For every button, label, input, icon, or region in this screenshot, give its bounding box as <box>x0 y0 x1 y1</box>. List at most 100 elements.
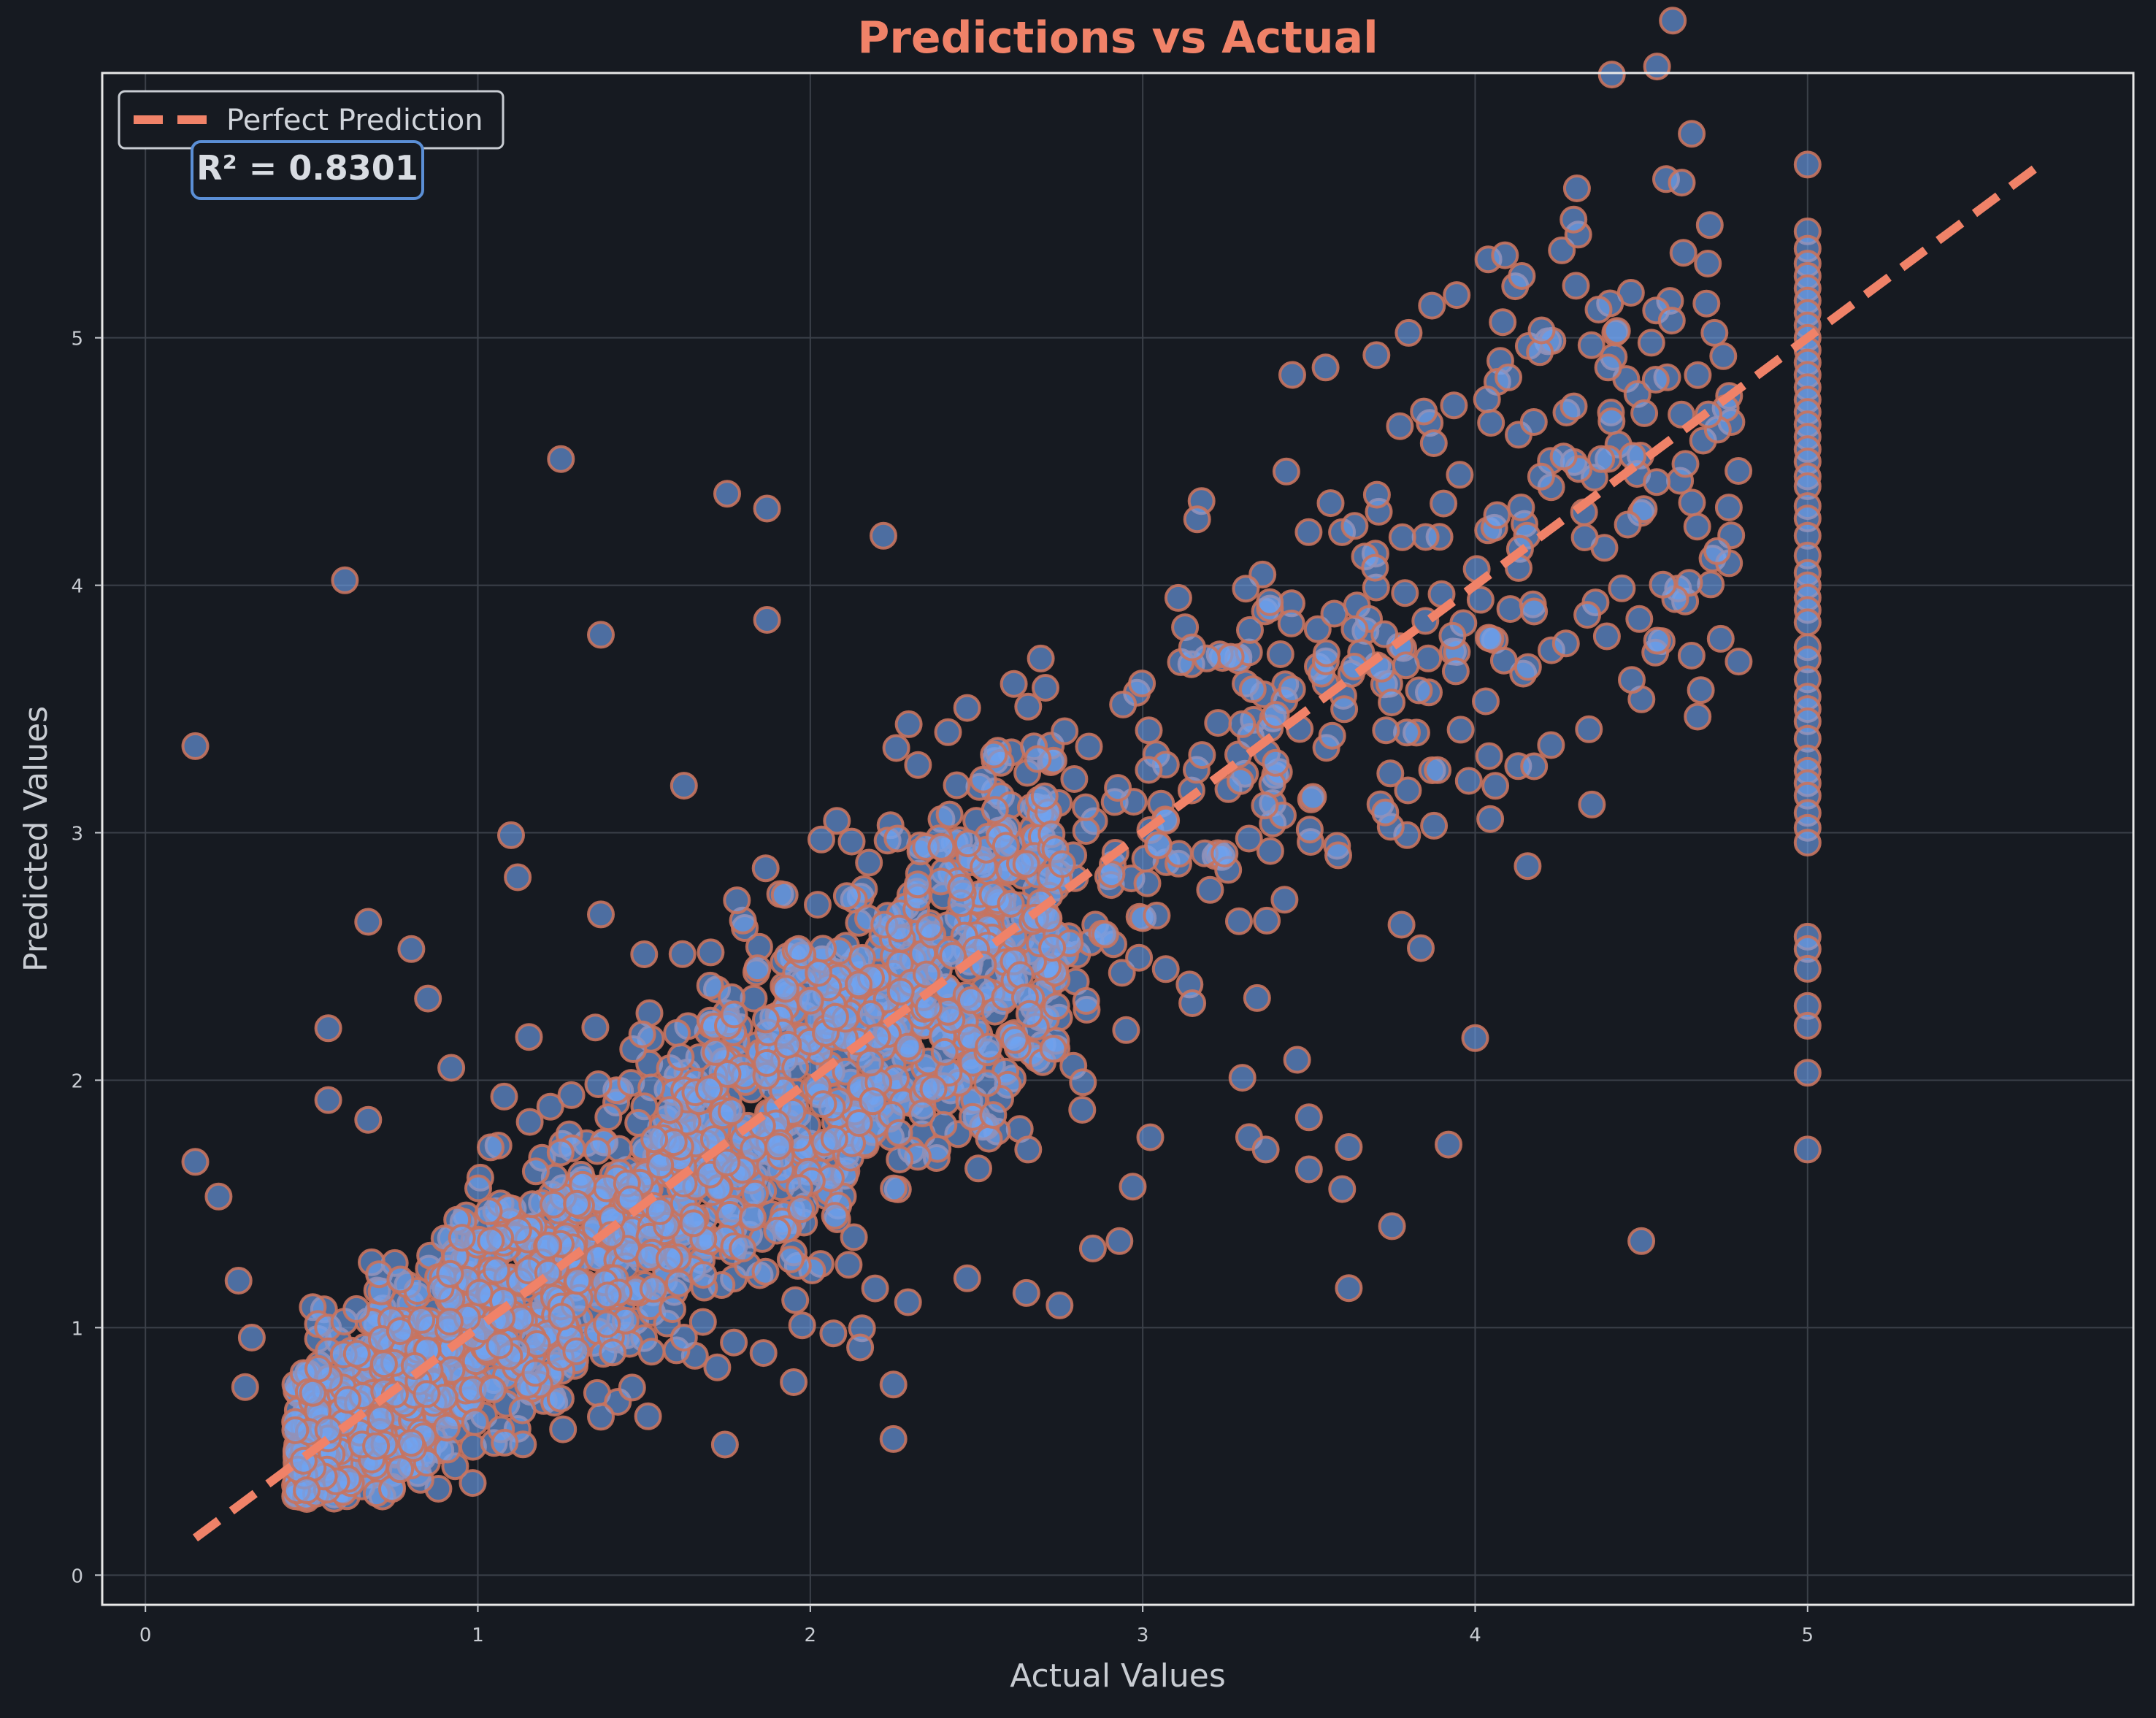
data-point <box>1489 308 1517 337</box>
plot-frame <box>101 72 2135 1606</box>
data-point <box>1392 651 1420 680</box>
chart-title: Predictions vs Actual <box>857 12 1378 64</box>
data-point <box>1371 798 1400 827</box>
data-point <box>1575 715 1603 743</box>
data-point <box>1133 869 1162 897</box>
data-point <box>1709 342 1738 370</box>
data-point <box>477 1133 505 1162</box>
data-point <box>846 1333 875 1362</box>
y-tick-label: 0 <box>71 1565 83 1587</box>
data-point <box>749 1339 778 1368</box>
data-point <box>1032 674 1059 702</box>
data-point <box>1489 646 1518 675</box>
data-point <box>1454 767 1483 795</box>
data-point <box>587 900 615 929</box>
data-point <box>807 825 835 854</box>
data-point <box>1657 307 1686 335</box>
data-point <box>634 1402 662 1430</box>
data-point <box>1481 772 1510 800</box>
data-point <box>1387 910 1416 939</box>
data-point <box>1391 579 1419 607</box>
data-point <box>1012 850 1040 878</box>
data-point <box>1703 537 1731 565</box>
data-point <box>713 1060 742 1088</box>
data-point <box>504 863 532 891</box>
data-point <box>367 1405 395 1433</box>
data-point <box>640 1125 669 1154</box>
data-point <box>594 1281 622 1310</box>
data-point <box>1072 986 1100 1015</box>
data-point <box>739 1203 767 1232</box>
data-point <box>805 959 833 987</box>
data-point <box>787 1195 816 1224</box>
data-point <box>181 1148 210 1176</box>
data-point <box>1520 752 1549 781</box>
data-point <box>464 1174 492 1203</box>
data-point <box>695 1075 723 1104</box>
data-point <box>819 1319 848 1348</box>
data-point <box>1136 1123 1165 1151</box>
data-point <box>774 1030 802 1059</box>
data-point <box>1006 961 1035 989</box>
data-point <box>1508 262 1536 290</box>
data-point <box>670 772 698 800</box>
data-point <box>718 1097 745 1126</box>
data-point <box>1472 687 1500 716</box>
data-point <box>688 1308 717 1336</box>
data-point <box>1440 391 1468 420</box>
data-point <box>753 494 781 523</box>
data-point <box>975 1032 1003 1061</box>
data-point <box>1278 361 1306 389</box>
data-point <box>1151 955 1180 983</box>
data-point <box>930 1038 959 1066</box>
data-point <box>904 751 932 779</box>
data-point <box>752 1005 780 1034</box>
data-point <box>1476 624 1505 653</box>
data-point <box>334 1386 361 1414</box>
data-point <box>1418 291 1446 320</box>
data-point <box>837 827 866 856</box>
data-point <box>1270 886 1299 914</box>
data-point <box>1000 670 1028 698</box>
legend: Perfect Prediction <box>118 90 505 150</box>
data-point <box>1075 732 1103 761</box>
data-point <box>1625 605 1654 633</box>
data-point <box>414 984 442 1013</box>
data-point <box>1051 717 1079 745</box>
data-point <box>713 1148 741 1177</box>
data-point <box>720 1000 748 1029</box>
data-point <box>886 1146 914 1174</box>
data-point <box>1283 1046 1311 1074</box>
data-point <box>770 881 799 909</box>
data-point <box>1548 236 1576 264</box>
data-point <box>1128 670 1156 698</box>
data-point <box>599 1338 627 1367</box>
data-point <box>397 1429 426 1457</box>
data-point <box>386 1455 415 1484</box>
data-point <box>1386 412 1414 440</box>
y-tick-label: 4 <box>71 576 83 598</box>
data-point <box>491 1428 519 1457</box>
data-point <box>927 832 956 861</box>
data-point <box>354 1105 383 1134</box>
data-point <box>1183 505 1211 534</box>
data-point <box>1491 241 1519 269</box>
x-axis-ticks: 0 1 2 3 4 5 <box>139 1605 1814 1646</box>
data-point <box>1072 793 1100 821</box>
data-point <box>1135 756 1163 784</box>
perfect-prediction-line <box>192 161 2044 1542</box>
data-point <box>1435 1130 1462 1159</box>
data-point <box>1527 462 1555 491</box>
data-point <box>1361 553 1389 582</box>
data-point <box>1514 852 1542 881</box>
data-point <box>515 1023 543 1051</box>
data-point <box>954 829 982 858</box>
r-squared-text: R² = 0.8301 <box>196 148 418 188</box>
data-point <box>521 1359 550 1387</box>
data-point <box>703 1353 732 1381</box>
data-point <box>1643 53 1671 81</box>
data-point <box>1236 616 1264 644</box>
data-point <box>342 1295 371 1323</box>
data-point <box>181 732 210 760</box>
data-point <box>914 993 943 1021</box>
